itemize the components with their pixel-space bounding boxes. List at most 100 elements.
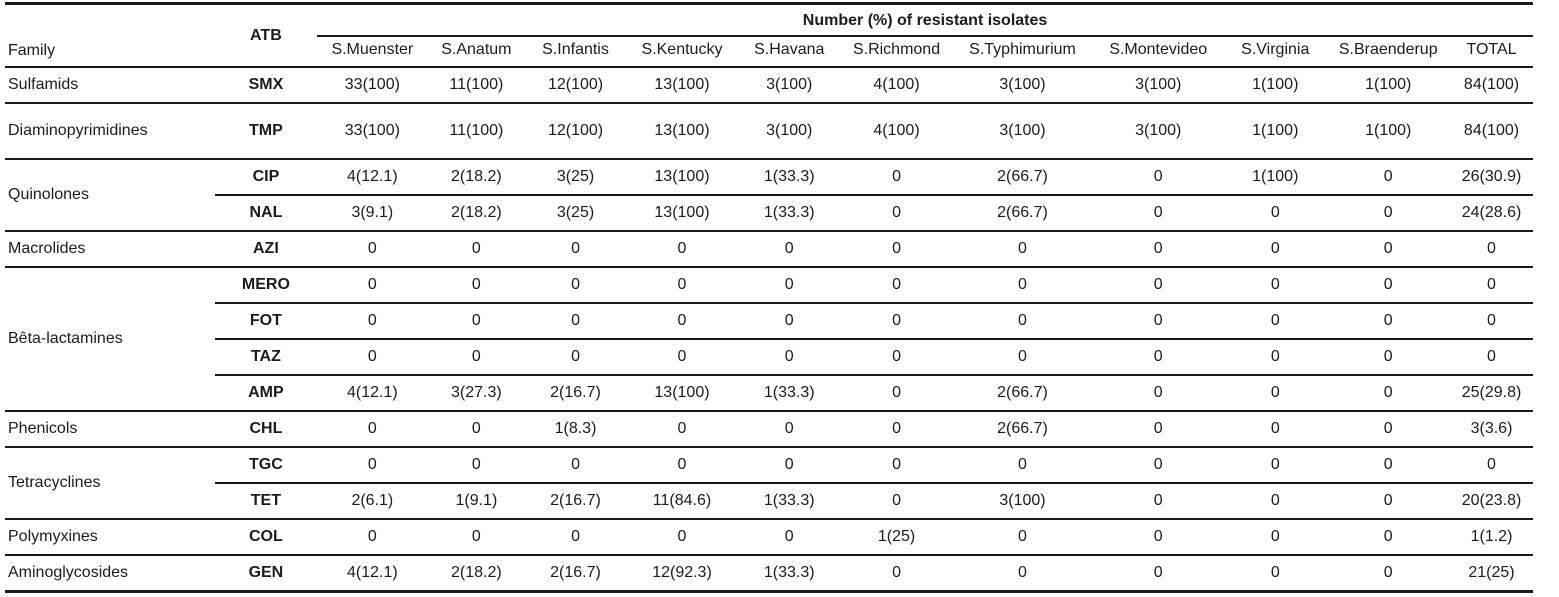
resistance-value: 0: [1326, 159, 1450, 196]
resistance-value: 12(100): [525, 67, 626, 104]
resistance-value: 0: [1326, 483, 1450, 520]
table-row: Aminoglycosides GEN 4(12.1) 2(18.2) 2(16.7) 1…: [5, 555, 1533, 593]
resistance-value: 1(8.3): [525, 411, 626, 448]
resistance-value: 0: [317, 447, 428, 484]
table-row: FOT 0 0 0 0 0 0 0 0 0 0 0: [5, 303, 1533, 340]
serovar-column-header: S.Anatum: [427, 36, 526, 68]
resistance-value: 2(66.7): [952, 375, 1093, 412]
resistance-value: 0: [1092, 375, 1225, 412]
family-column-header: Family: [5, 3, 215, 68]
resistance-value: 0: [840, 375, 953, 412]
resistance-value: 0: [625, 303, 739, 340]
serovar-column-header: S.Richmond: [840, 36, 953, 68]
antibiotic-code: TET: [214, 483, 318, 520]
resistance-value: 0: [525, 447, 626, 484]
resistance-value: 0: [1450, 231, 1533, 268]
resistance-value: 0: [840, 483, 953, 520]
table-row: TAZ 0 0 0 0 0 0 0 0 0 0 0: [5, 339, 1533, 376]
antibiotic-code: AMP: [214, 375, 318, 412]
serovar-column-header: S.Braenderup: [1326, 36, 1450, 68]
resistance-value: 0: [738, 447, 841, 484]
resistance-value: 0: [525, 231, 626, 268]
resistance-value: 13(100): [625, 103, 739, 160]
serovar-column-header: S.Virginia: [1224, 36, 1327, 68]
resistance-value: 1(100): [1326, 67, 1450, 104]
resistance-value: 0: [1326, 195, 1450, 232]
table-row: TET 2(6.1) 1(9.1) 2(16.7) 11(84.6) 1(33.3) 0 3(…: [5, 483, 1533, 520]
resistance-value: 0: [525, 339, 626, 376]
resistance-value: 2(16.7): [525, 375, 626, 412]
resistance-value: 0: [427, 303, 526, 340]
resistance-value: 13(100): [625, 195, 739, 232]
resistance-value: 4(12.1): [317, 555, 428, 593]
resistance-value: 0: [1092, 267, 1225, 304]
resistance-value: 0: [1224, 195, 1327, 232]
resistance-value: 0: [1224, 447, 1327, 484]
resistance-value: 0: [1326, 267, 1450, 304]
resistance-value: 0: [840, 555, 953, 593]
resistance-value: 84(100): [1450, 67, 1533, 104]
resistance-value: 2(18.2): [427, 195, 526, 232]
resistance-value: 0: [1450, 267, 1533, 304]
antibiotic-code: AZI: [214, 231, 318, 268]
resistance-value: 2(66.7): [952, 411, 1093, 448]
family-name: Bêta-lactamines: [5, 267, 215, 412]
resistance-value: 2(16.7): [525, 555, 626, 593]
resistance-value: 3(100): [952, 67, 1093, 104]
resistance-value: 0: [625, 447, 739, 484]
family-name: Aminoglycosides: [5, 555, 215, 593]
resistance-value: 0: [1326, 447, 1450, 484]
resistance-value: 0: [1224, 519, 1327, 556]
resistance-value: 0: [1092, 339, 1225, 376]
serovar-header-row: S.Muenster S.Anatum S.Infantis S.Kentucky S.…: [5, 36, 1533, 68]
resistance-value: 0: [1326, 231, 1450, 268]
resistance-value: 0: [840, 303, 953, 340]
serovar-column-header: S.Havana: [738, 36, 841, 68]
resistance-value: 0: [317, 339, 428, 376]
resistance-value: 33(100): [317, 67, 428, 104]
table-row: Tetracyclines TGC 0 0 0 0 0 0 0 0 0 0 0: [5, 447, 1533, 520]
resistance-value: 0: [317, 303, 428, 340]
resistance-value: 0: [738, 519, 841, 556]
resistance-value: 13(100): [625, 159, 739, 196]
resistance-value: 0: [1326, 555, 1450, 593]
resistance-value: 0: [840, 195, 953, 232]
resistance-value: 21(25): [1450, 555, 1533, 593]
resistance-value: 0: [625, 339, 739, 376]
resistance-value: 24(28.6): [1450, 195, 1533, 232]
antibiotic-code: MERO: [214, 267, 318, 304]
resistance-value: 0: [1092, 483, 1225, 520]
resistance-value: 0: [1224, 303, 1327, 340]
resistance-value: 0: [738, 267, 841, 304]
resistance-value: 0: [952, 519, 1093, 556]
resistance-value: 3(9.1): [317, 195, 428, 232]
family-name: Tetracyclines: [5, 447, 215, 520]
resistance-value: 0: [1224, 411, 1327, 448]
resistance-value: 2(66.7): [952, 195, 1093, 232]
resistance-value: 3(100): [952, 103, 1093, 160]
resistance-value: 84(100): [1450, 103, 1533, 160]
resistance-value: 20(23.8): [1450, 483, 1533, 520]
serovar-column-header: S.Infantis: [525, 36, 626, 68]
resistance-value: 1(25): [840, 519, 953, 556]
resistance-value: 0: [1326, 303, 1450, 340]
resistance-value: 1(33.3): [738, 195, 841, 232]
resistance-value: 1(33.3): [738, 159, 841, 196]
serovar-column-header: S.Kentucky: [625, 36, 739, 68]
resistance-value: 0: [1326, 519, 1450, 556]
resistance-value: 4(12.1): [317, 375, 428, 412]
resistance-value: 0: [840, 339, 953, 376]
serovar-column-header: S.Typhimurium: [952, 36, 1093, 68]
resistance-value: 2(18.2): [427, 555, 526, 593]
resistance-value: 0: [1224, 375, 1327, 412]
resistance-value: 0: [1092, 447, 1225, 484]
resistance-value: 12(92.3): [625, 555, 739, 593]
resistance-value: 0: [525, 267, 626, 304]
resistance-value: 0: [1092, 555, 1225, 593]
header-row-top: Family ATB Number (%) of resistant isola…: [5, 3, 1533, 68]
table-row: Macrolides AZI 0 0 0 0 0 0 0 0 0 0 0: [5, 231, 1533, 268]
resistance-value: 1(100): [1224, 103, 1327, 160]
resistance-value: 0: [427, 339, 526, 376]
serovar-column-header: S.Montevideo: [1092, 36, 1225, 68]
resistance-value: 4(100): [840, 103, 953, 160]
